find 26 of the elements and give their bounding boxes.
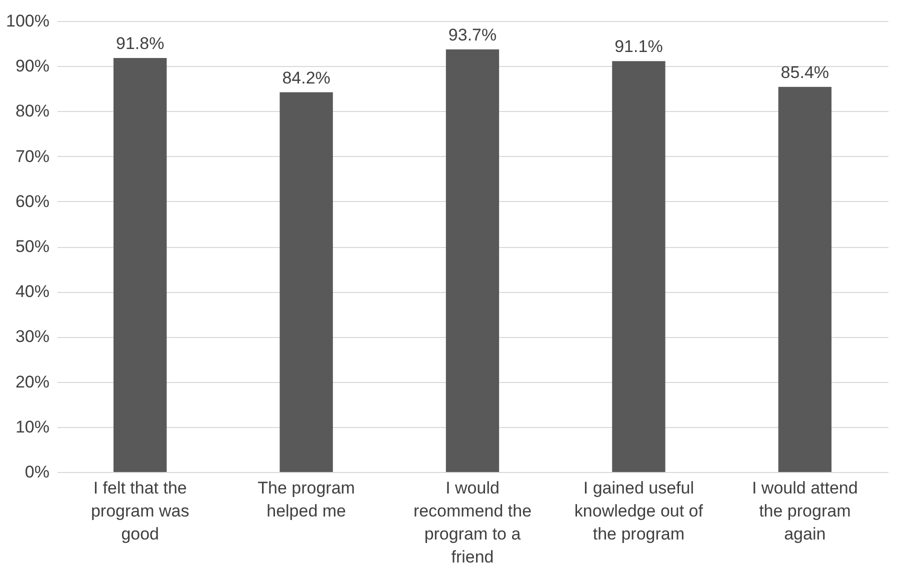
bar xyxy=(280,92,333,472)
y-tick-label: 70% xyxy=(15,146,50,166)
y-tick-label: 50% xyxy=(15,237,50,256)
y-tick-label: 90% xyxy=(15,56,50,76)
data-label: 93.7% xyxy=(448,25,497,44)
y-tick-label: 10% xyxy=(15,417,50,436)
y-tick-label: 60% xyxy=(15,192,50,211)
bar xyxy=(612,61,666,472)
data-label: 91.1% xyxy=(614,37,663,56)
x-tick-label: I would recommend the program to a friend xyxy=(413,478,532,566)
y-tick-label: 0% xyxy=(24,462,50,482)
bar xyxy=(446,49,500,472)
bar xyxy=(778,86,832,472)
data-label: 91.8% xyxy=(116,34,164,53)
y-tick-label: 100% xyxy=(6,12,50,30)
bar xyxy=(114,58,167,472)
y-tick-label: 30% xyxy=(15,327,50,346)
data-label: 84.2% xyxy=(282,68,330,88)
x-tick-label: I would attend the program again xyxy=(752,478,858,544)
y-tick-label: 80% xyxy=(15,102,50,121)
x-tick-label: The program helped me xyxy=(258,478,355,520)
y-tick-label: 40% xyxy=(15,282,50,302)
x-tick-label: I felt that the program was good xyxy=(90,478,190,544)
y-tick-label: 20% xyxy=(15,372,50,392)
x-tick-label: I gained useful knowledge out of the program xyxy=(574,478,704,544)
data-label: 85.4% xyxy=(780,62,829,82)
